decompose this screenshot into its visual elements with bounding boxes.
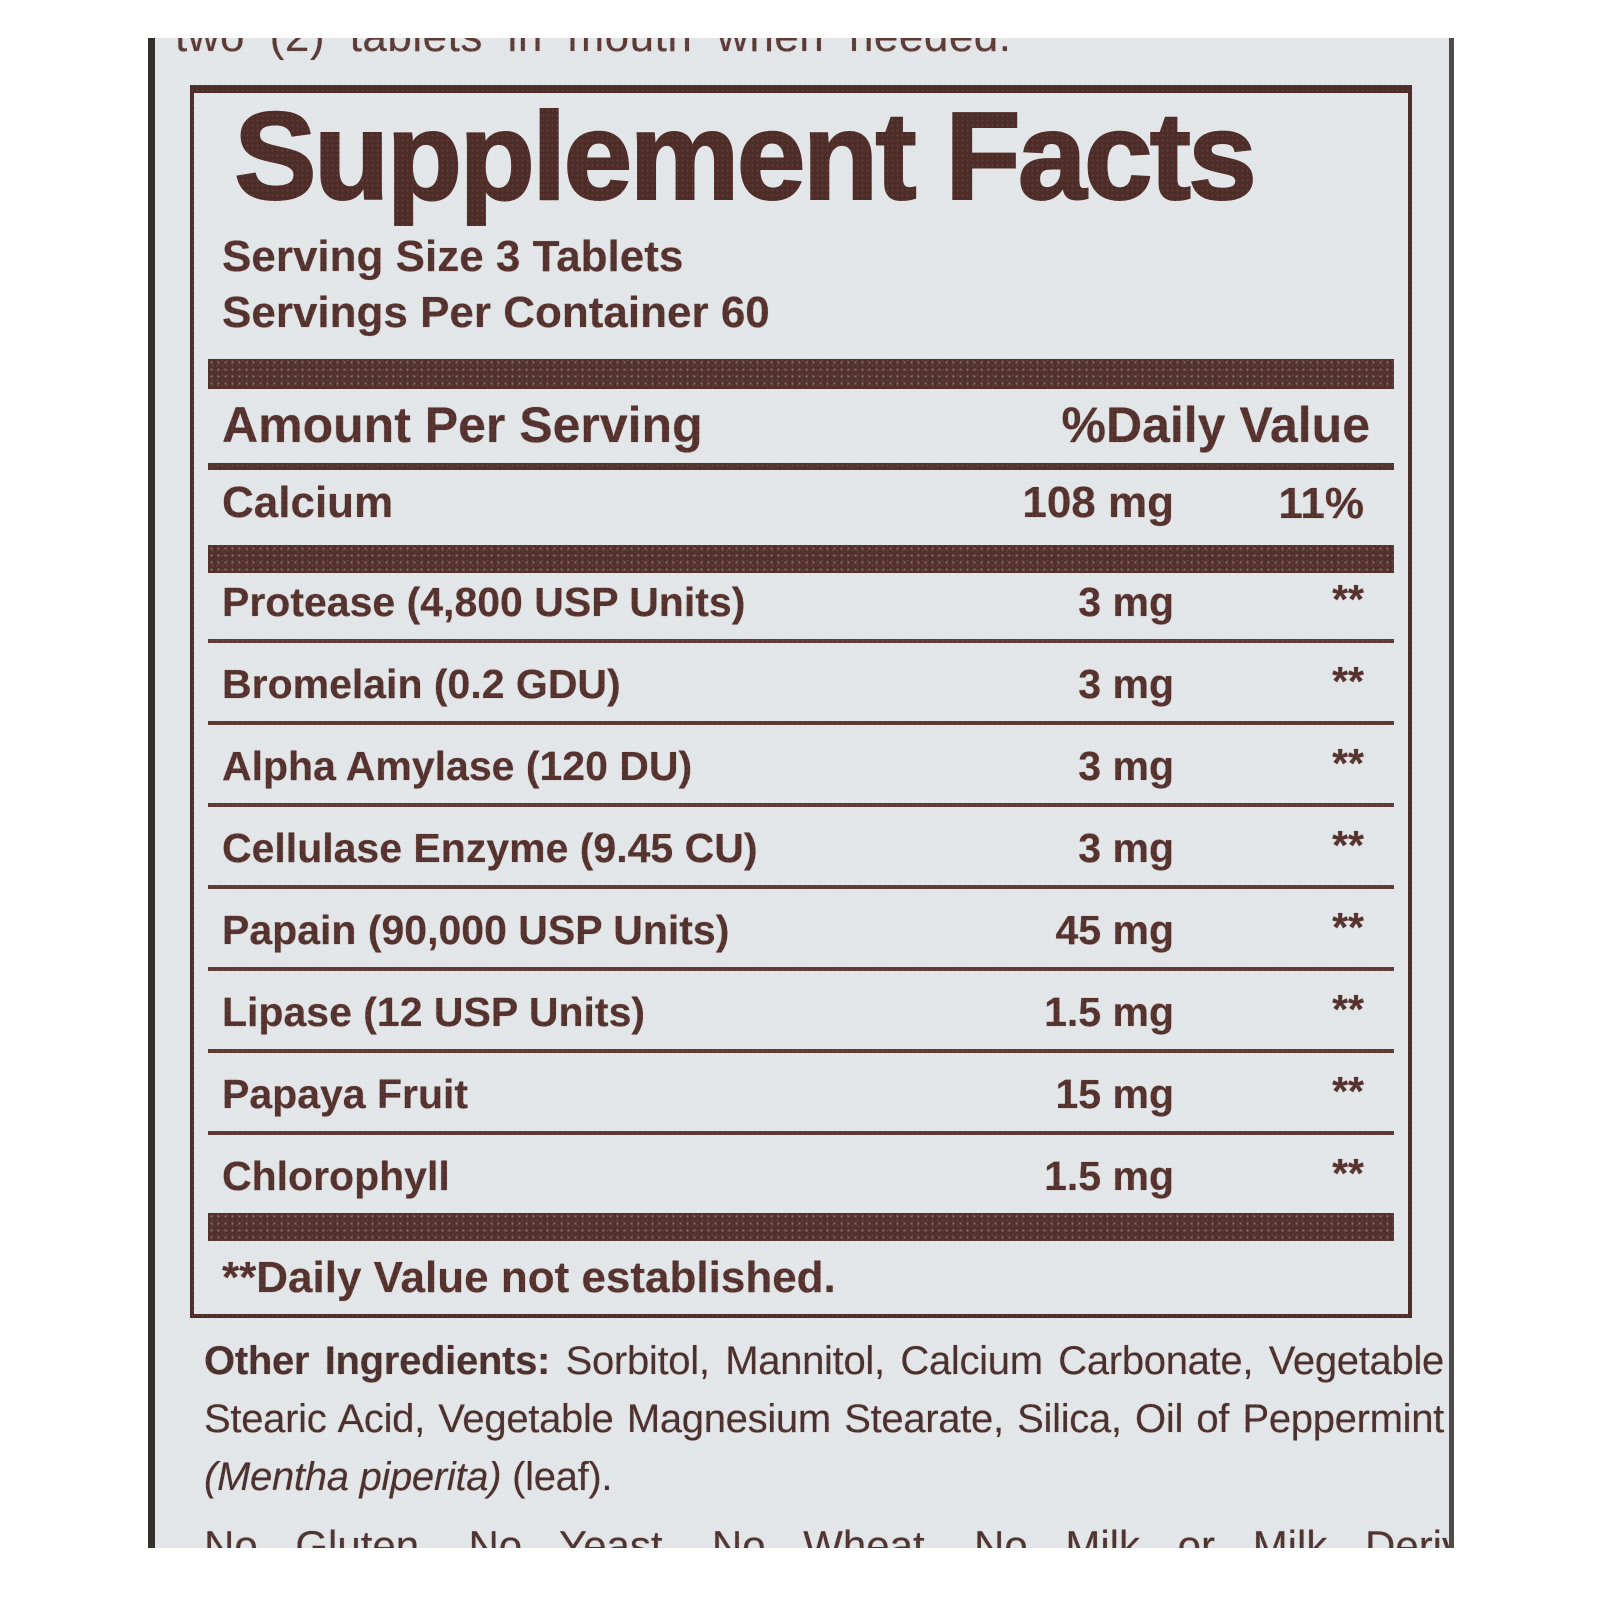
nutrient-row-calcium: Calcium 108 mg 11% <box>208 470 1394 536</box>
nutrient-amount: 3 mg <box>1078 661 1174 707</box>
botanical-name-italic: (Mentha piperita) <box>204 1455 502 1499</box>
nutrient-name: Papaya Fruit <box>222 1071 469 1117</box>
other-ingredients-label: Other Ingredients: <box>204 1339 551 1383</box>
daily-value-footnote: **Daily Value not established. <box>222 1253 836 1302</box>
divider-bar-top <box>208 359 1394 389</box>
supplement-facts-panel: Supplement Facts Serving Size 3 Tablets … <box>190 85 1412 1318</box>
nutrient-amount: 1.5 mg <box>1044 989 1174 1035</box>
daily-value-header: %Daily Value <box>1061 397 1371 453</box>
nutrient-row: Protease (4,800 USP Units) 3 mg ** <box>208 573 1394 643</box>
nutrient-amount: 3 mg <box>1078 825 1174 871</box>
serving-size: Serving Size 3 Tablets <box>222 232 684 281</box>
nutrient-daily-value: 11% <box>1278 479 1364 528</box>
label-photo: two (2) tablets in mouth when needed. Su… <box>148 38 1454 1548</box>
nutrient-row: Papaya Fruit 15 mg ** <box>208 1053 1394 1135</box>
header-rule <box>208 463 1394 470</box>
nutrient-amount: 3 mg <box>1078 579 1174 625</box>
nutrient-name: Calcium <box>222 478 394 527</box>
nutrient-daily-value: ** <box>1332 1068 1364 1114</box>
nutrient-row: Cellulase Enzyme (9.45 CU) 3 mg ** <box>208 807 1394 889</box>
nutrient-amount: 1.5 mg <box>1044 1153 1174 1199</box>
nutrient-daily-value: ** <box>1332 576 1364 622</box>
nutrient-row: Alpha Amylase (120 DU) 3 mg ** <box>208 725 1394 807</box>
nutrient-row: Chlorophyll 1.5 mg ** <box>208 1135 1394 1213</box>
nutrient-name: Protease (4,800 USP Units) <box>222 579 746 625</box>
nutrient-daily-value: ** <box>1332 658 1364 704</box>
allergen-cropped-text: No Gluten, No Yeast, No Wheat, No Milk o… <box>204 1522 1454 1548</box>
divider-bar-middle <box>208 545 1394 573</box>
other-ingredients-list: Sorbitol, Mannitol, Calcium Carbonate, V… <box>204 1339 1444 1441</box>
nutrient-name: Lipase (12 USP Units) <box>222 989 646 1035</box>
directions-cropped-text: two (2) tablets in mouth when needed. <box>175 38 1012 62</box>
nutrient-name: Alpha Amylase (120 DU) <box>222 743 693 789</box>
servings-per-container: Servings Per Container 60 <box>222 288 770 337</box>
nutrient-daily-value: ** <box>1332 1150 1364 1196</box>
nutrient-row: Lipase (12 USP Units) 1.5 mg ** <box>208 971 1394 1053</box>
nutrient-amount: 108 mg <box>1022 478 1174 527</box>
nutrient-name: Cellulase Enzyme (9.45 CU) <box>222 825 758 871</box>
divider-bar-bottom <box>208 1213 1394 1241</box>
nutrient-amount: 45 mg <box>1055 907 1175 953</box>
nutrient-daily-value: ** <box>1332 904 1364 950</box>
nutrient-amount: 15 mg <box>1055 1071 1175 1117</box>
nutrient-row: Bromelain (0.2 GDU) 3 mg ** <box>208 643 1394 725</box>
nutrient-daily-value: ** <box>1332 986 1364 1032</box>
other-ingredients-suffix: (leaf). <box>512 1455 613 1499</box>
nutrient-name: Bromelain (0.2 GDU) <box>222 661 621 707</box>
amount-per-serving-header: Amount Per Serving <box>222 397 703 453</box>
column-header-row: Amount Per Serving %Daily Value <box>208 397 1394 453</box>
nutrient-name: Chlorophyll <box>222 1153 450 1199</box>
nutrient-name: Papain (90,000 USP Units) <box>222 907 730 953</box>
nutrient-amount: 3 mg <box>1078 743 1174 789</box>
nutrient-daily-value: ** <box>1332 740 1364 786</box>
other-ingredients-paragraph: Other Ingredients: Sorbitol, Mannitol, C… <box>204 1332 1444 1506</box>
supplement-facts-title: Supplement Facts <box>233 88 1258 226</box>
nutrient-row: Papain (90,000 USP Units) 45 mg ** <box>208 889 1394 971</box>
nutrient-daily-value: ** <box>1332 822 1364 868</box>
